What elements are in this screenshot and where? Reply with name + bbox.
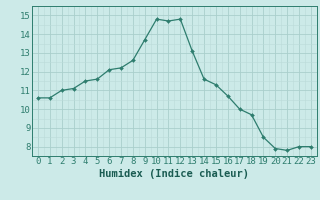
X-axis label: Humidex (Indice chaleur): Humidex (Indice chaleur) (100, 169, 249, 179)
